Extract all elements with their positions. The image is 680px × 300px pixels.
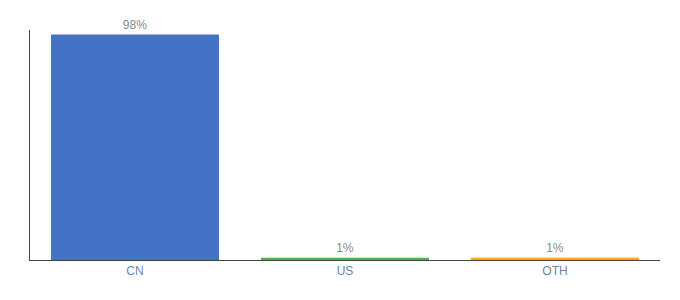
svg-text:US: US xyxy=(337,264,354,278)
svg-text:1%: 1% xyxy=(336,241,354,255)
svg-text:1%: 1% xyxy=(546,241,564,255)
svg-text:CN: CN xyxy=(126,264,143,278)
svg-text:98%: 98% xyxy=(123,18,147,32)
svg-text:OTH: OTH xyxy=(542,264,567,278)
